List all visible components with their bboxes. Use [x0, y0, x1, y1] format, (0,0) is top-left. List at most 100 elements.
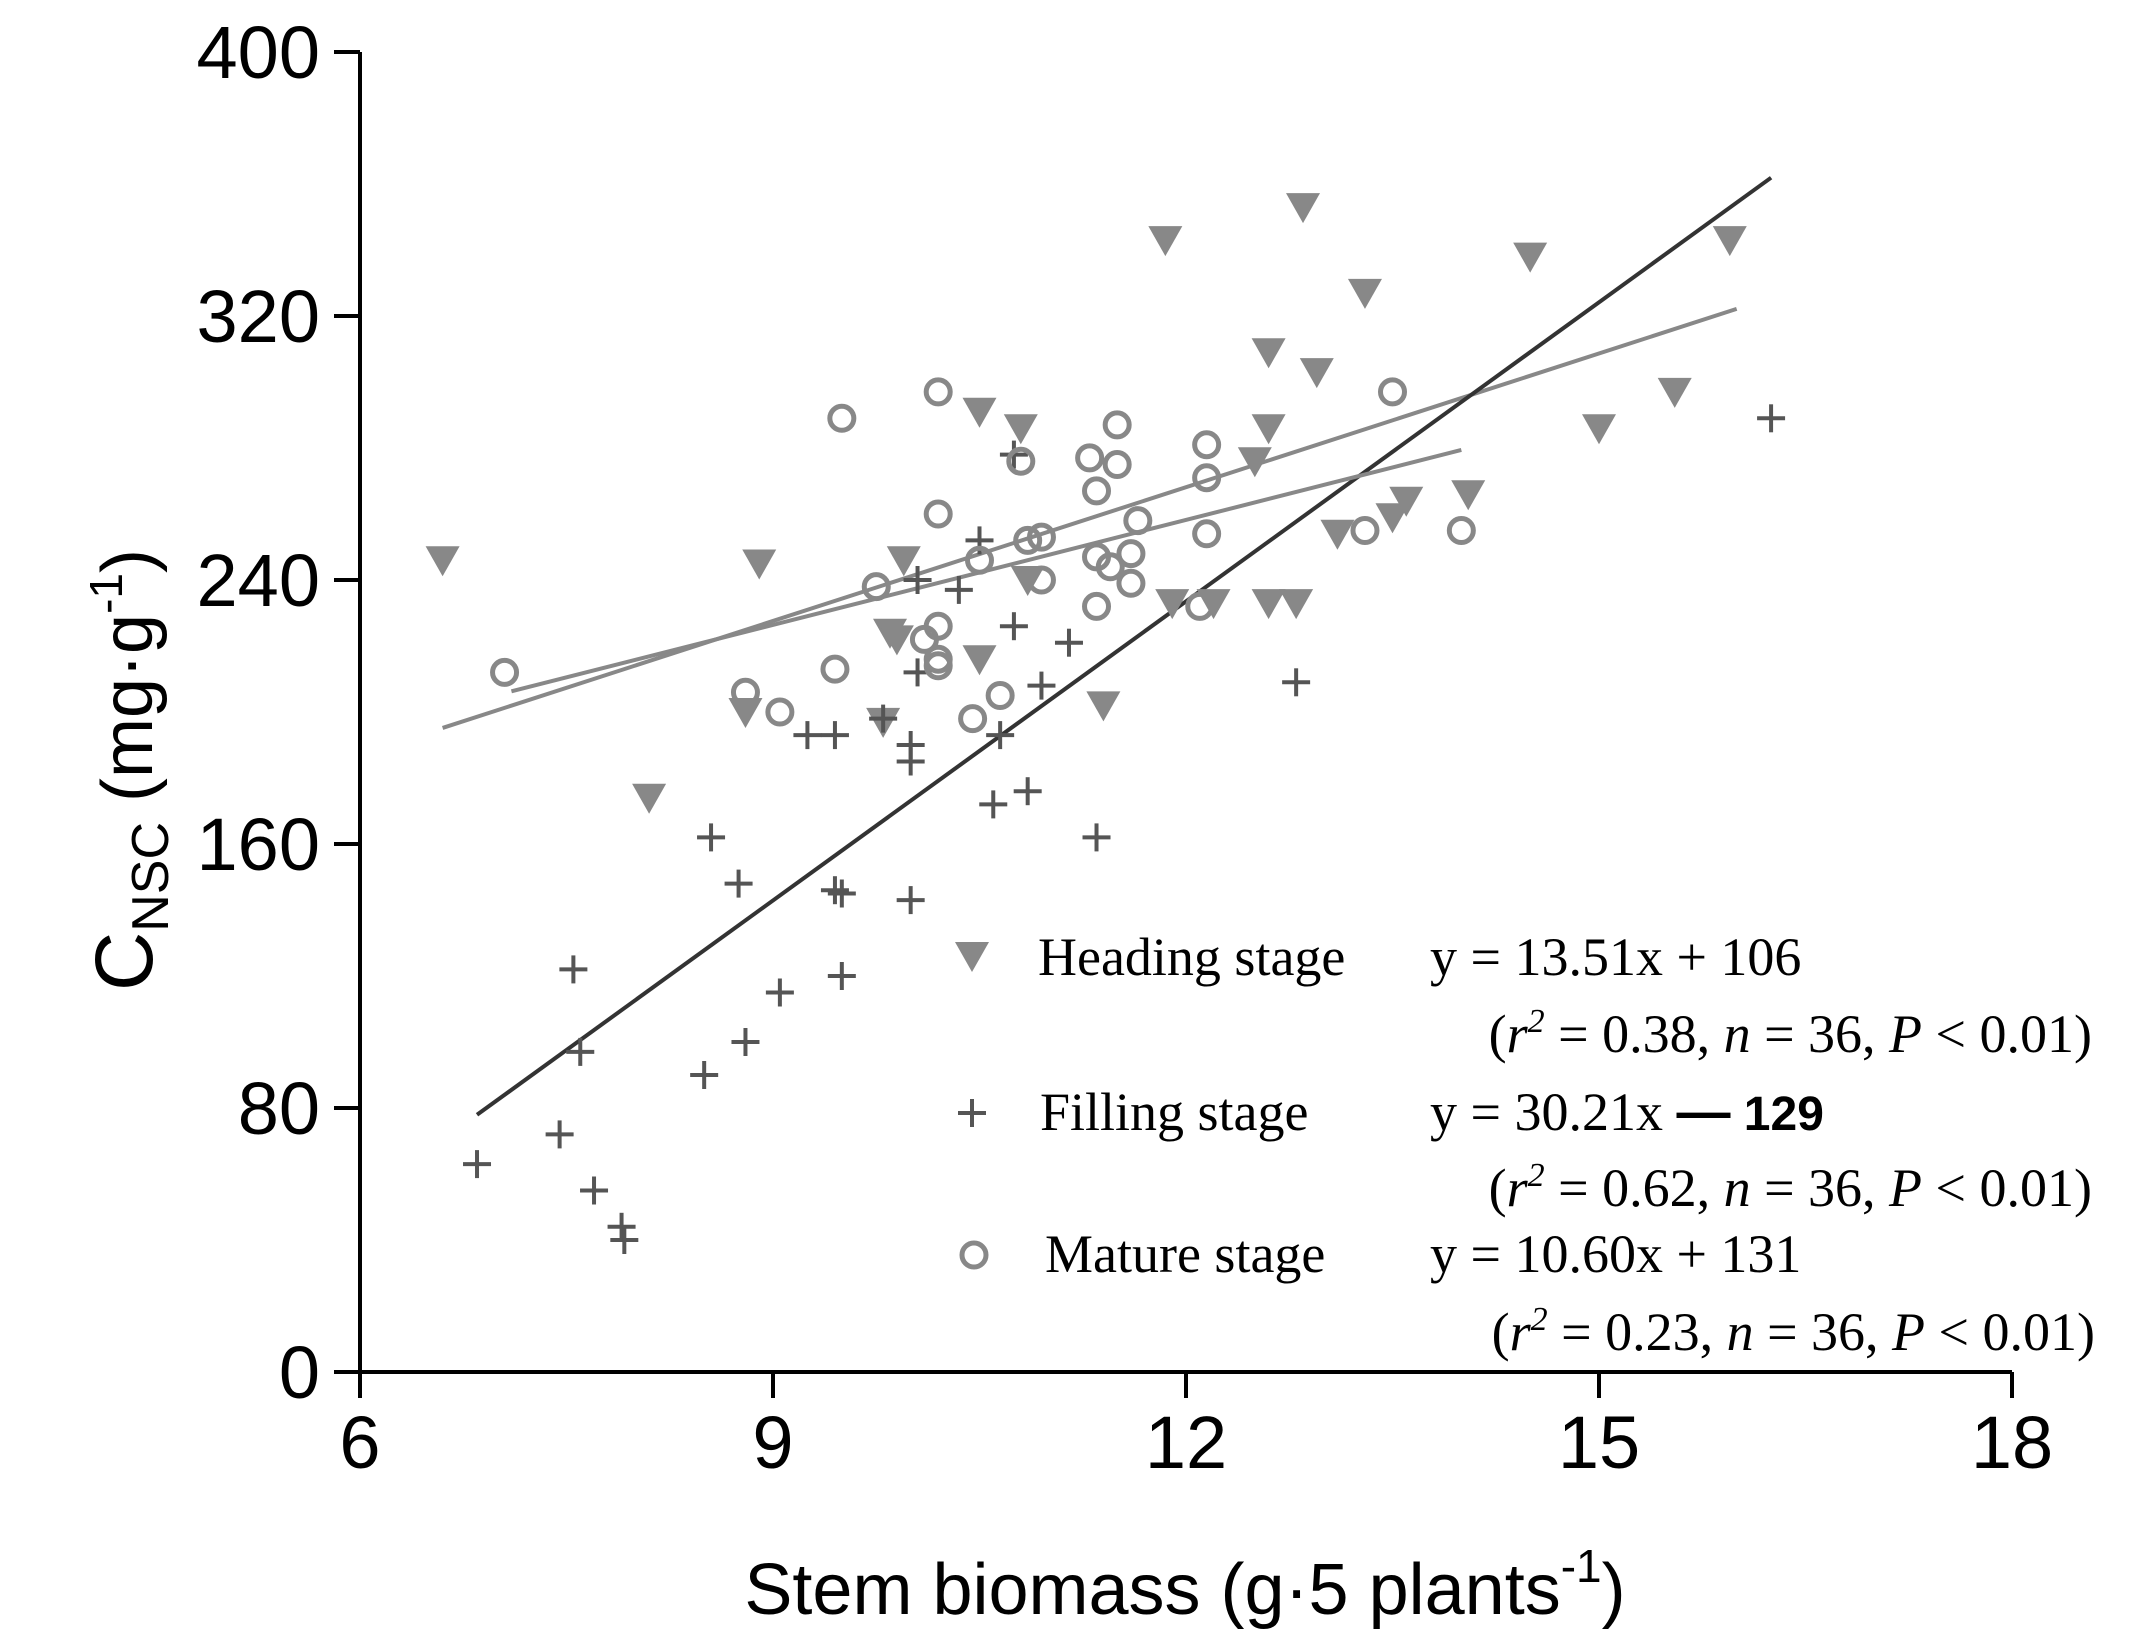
point-mature	[1082, 476, 1112, 506]
y-axis-title-suffix: )	[88, 549, 168, 573]
point-heading	[1347, 278, 1382, 309]
point-heading	[1299, 358, 1334, 389]
stats-r: r	[1507, 1158, 1529, 1218]
stats-lt: <	[1925, 1302, 1982, 1362]
legend-marker-heading	[955, 942, 989, 972]
stats-sep: ,	[1865, 1302, 1892, 1362]
point-filling	[1757, 404, 1786, 433]
point-filling	[1082, 823, 1111, 852]
point-mature	[1006, 446, 1036, 476]
point-mature	[1192, 430, 1222, 460]
stats-close: )	[2074, 1004, 2092, 1064]
point-mature	[820, 654, 850, 684]
point-filling	[896, 747, 925, 776]
point-mature	[923, 611, 953, 641]
x-axis-title-suffix: )	[1602, 1550, 1626, 1630]
stats-eq: =	[1548, 1302, 1605, 1362]
x-tick-label: 6	[339, 1401, 380, 1484]
point-filling	[580, 1176, 609, 1205]
stats-n: n	[1724, 1004, 1751, 1064]
point-heading	[1712, 226, 1747, 257]
stats-r2-value: 0.62	[1602, 1158, 1697, 1218]
stats-p-value: 0.01	[1980, 1004, 2075, 1064]
stats-p: P	[1891, 1302, 1925, 1362]
y-axis-title-main: C	[79, 932, 170, 991]
point-heading	[1086, 691, 1121, 722]
point-heading	[728, 698, 763, 728]
y-tick-label: 400	[197, 11, 320, 94]
legend-stats-filling: (r2 = 0.62, n = 36, P < 0.01)	[1489, 1157, 2092, 1218]
y-tick-label: 80	[238, 1067, 320, 1150]
point-filling	[610, 1226, 639, 1254]
series-heading	[425, 193, 1747, 814]
stats-open: (	[1492, 1302, 1510, 1362]
point-mature	[1013, 525, 1043, 555]
point-filling	[690, 1061, 719, 1089]
point-heading	[1148, 226, 1183, 257]
stats-r-sup: 2	[1531, 1301, 1548, 1338]
point-filling	[979, 790, 1008, 819]
legend-stats-heading: (r2 = 0.38, n = 36, P < 0.01)	[1489, 1003, 2092, 1064]
point-filling	[999, 612, 1028, 641]
stats-sep: ,	[1862, 1004, 1889, 1064]
y-axis-title-superscript: -1	[80, 573, 132, 614]
fit-line-heading	[441, 306, 1738, 730]
point-heading	[1375, 503, 1410, 534]
stats-r: r	[1510, 1302, 1532, 1362]
stats-sep: ,	[1697, 1158, 1724, 1218]
point-filling	[566, 1037, 595, 1066]
legend-label-filling: Filling stage	[1040, 1082, 1309, 1142]
point-heading	[1251, 589, 1286, 620]
stats-eq: =	[1545, 1158, 1602, 1218]
point-filling	[765, 978, 794, 1007]
stats-sep: ,	[1697, 1004, 1724, 1064]
point-filling	[463, 1150, 492, 1179]
stats-eq: =	[1751, 1158, 1808, 1218]
stats-open: (	[1489, 1004, 1507, 1064]
stats-eq: =	[1751, 1004, 1808, 1064]
point-mature	[923, 651, 953, 681]
point-filling	[559, 955, 588, 984]
legend-stats-mature: (r2 = 0.23, n = 36, P < 0.01)	[1492, 1301, 2095, 1362]
data-points	[425, 193, 1786, 1254]
point-filling	[827, 879, 856, 908]
point-heading	[632, 783, 667, 814]
point-filling	[869, 704, 898, 733]
point-heading	[962, 397, 997, 428]
point-filling	[607, 1212, 636, 1241]
legend-equation-mature: y = 10.60x + 131	[1430, 1224, 1801, 1284]
point-heading	[1155, 589, 1190, 620]
point-filling	[903, 566, 932, 594]
stats-n-value: 36	[1808, 1004, 1862, 1064]
point-mature	[1123, 506, 1153, 536]
point-heading	[1657, 377, 1692, 408]
stats-sep: ,	[1862, 1158, 1889, 1218]
legend-marker-mature	[959, 1240, 989, 1270]
legend-label-mature: Mature stage	[1045, 1224, 1325, 1284]
x-tick-label: 12	[1145, 1401, 1227, 1484]
stats-lt: <	[1922, 1158, 1979, 1218]
stats-p-value: 0.01	[1983, 1302, 2078, 1362]
point-mature	[965, 545, 994, 575]
stats-n: n	[1727, 1302, 1754, 1362]
stats-r-sup: 2	[1528, 1003, 1545, 1040]
point-mature	[1095, 552, 1125, 582]
stats-sep: ,	[1700, 1302, 1727, 1362]
point-heading	[425, 546, 460, 577]
stats-eq: =	[1754, 1302, 1811, 1362]
point-mature	[1185, 591, 1215, 621]
point-heading	[1582, 414, 1616, 445]
stats-close: )	[2074, 1158, 2092, 1218]
x-tick-label: 9	[752, 1401, 793, 1484]
x-tick-label: 15	[1558, 1401, 1640, 1484]
y-tick-label: 240	[197, 539, 320, 622]
equation-filling-main: y = 30.21x	[1430, 1082, 1676, 1142]
point-mature	[1082, 591, 1112, 621]
point-filling	[1054, 628, 1083, 657]
point-filling	[896, 886, 925, 915]
point-mature	[1116, 539, 1146, 569]
point-heading	[1003, 414, 1038, 445]
point-heading	[1251, 338, 1286, 369]
point-mature	[1446, 516, 1476, 545]
y-tick-label: 0	[279, 1331, 320, 1414]
